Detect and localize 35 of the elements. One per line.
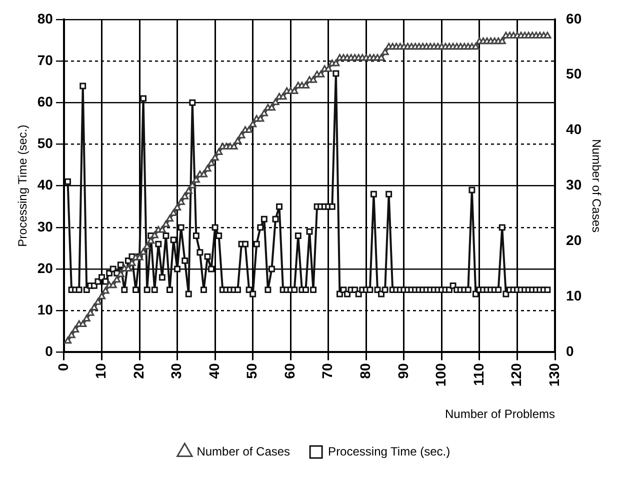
x-tick-label: 110 bbox=[470, 363, 486, 386]
y-axis-title: Processing Time (sec.) bbox=[16, 124, 30, 247]
y-tick-label: 10 bbox=[37, 301, 54, 318]
y2-tick-label: 0 bbox=[566, 343, 574, 360]
y2-tick-label: 60 bbox=[566, 10, 582, 26]
y-tick-label: 20 bbox=[37, 260, 54, 276]
x-tick-label: 120 bbox=[508, 363, 524, 387]
legend-label: Number of Cases bbox=[196, 444, 290, 458]
x-axis-title: Number of Problems bbox=[444, 407, 556, 422]
x-tick-label: 130 bbox=[546, 363, 562, 387]
x-tick-label: 50 bbox=[244, 363, 260, 379]
x-tick-label: 0 bbox=[54, 363, 71, 372]
y-tick-label: 0 bbox=[45, 343, 54, 360]
x-tick-label: 90 bbox=[394, 363, 411, 379]
y-tick-label: 30 bbox=[37, 218, 54, 234]
x-tick-label: 70 bbox=[319, 363, 336, 379]
legend-label: Processing Time (sec.) bbox=[328, 444, 450, 458]
y2-tick-label: 40 bbox=[566, 121, 582, 138]
y2-tick-label: 30 bbox=[566, 176, 582, 193]
y-tick-label: 40 bbox=[37, 176, 54, 193]
y2-tick-label: 20 bbox=[566, 232, 582, 248]
x-tick-label: 40 bbox=[206, 363, 222, 379]
y-tick-label: 50 bbox=[37, 135, 54, 152]
y2-tick-label: 10 bbox=[566, 288, 582, 304]
x-tick-label: 80 bbox=[357, 363, 374, 379]
x-tick-label: 60 bbox=[281, 363, 298, 379]
x-tick-label: 20 bbox=[130, 363, 146, 379]
y-tick-label: 80 bbox=[37, 10, 54, 26]
y-tick-label: 60 bbox=[37, 93, 54, 110]
y2-tick-label: 50 bbox=[566, 66, 582, 82]
y-tick-label: 70 bbox=[37, 52, 54, 68]
x-tick-label: 30 bbox=[168, 363, 184, 379]
x-tick-label: 10 bbox=[92, 363, 109, 379]
x-tick-label: 100 bbox=[432, 363, 449, 387]
y2-axis-title: Number of Cases bbox=[589, 139, 604, 233]
